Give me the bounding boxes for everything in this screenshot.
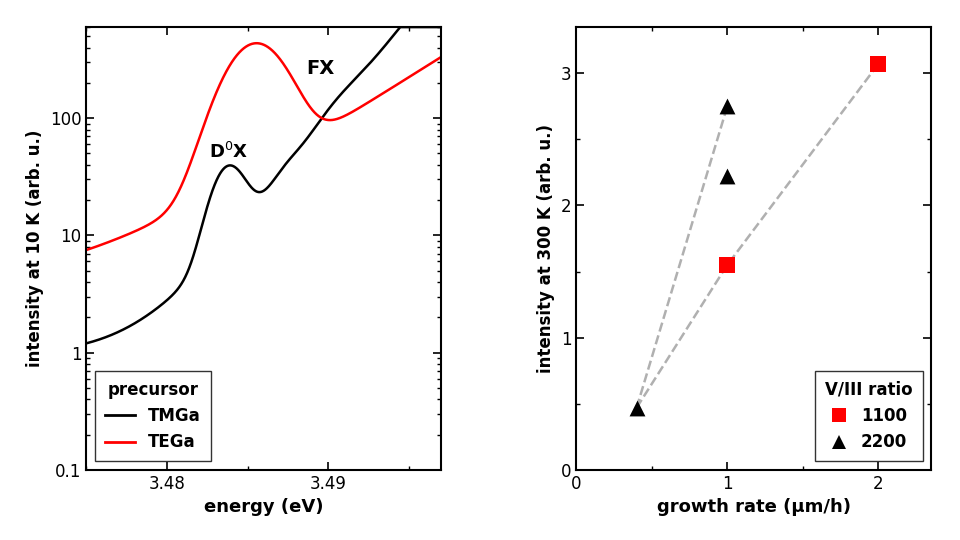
- Y-axis label: intensity at 300 K (arb. u.): intensity at 300 K (arb. u.): [538, 124, 555, 373]
- Point: [871, 60, 886, 69]
- Point: [720, 102, 735, 111]
- X-axis label: growth rate (μm/h): growth rate (μm/h): [657, 498, 851, 516]
- Text: D$^0$X: D$^0$X: [209, 142, 248, 163]
- Legend: TMGa, TEGa: TMGa, TEGa: [95, 371, 211, 462]
- Point: [629, 403, 644, 412]
- Point: [720, 261, 735, 269]
- Point: [720, 172, 735, 181]
- Text: FX: FX: [306, 59, 334, 78]
- Legend: 1100, 2200: 1100, 2200: [815, 371, 923, 462]
- Y-axis label: intensity at 10 K (arb. u.): intensity at 10 K (arb. u.): [26, 130, 44, 367]
- X-axis label: energy (eV): energy (eV): [204, 498, 324, 516]
